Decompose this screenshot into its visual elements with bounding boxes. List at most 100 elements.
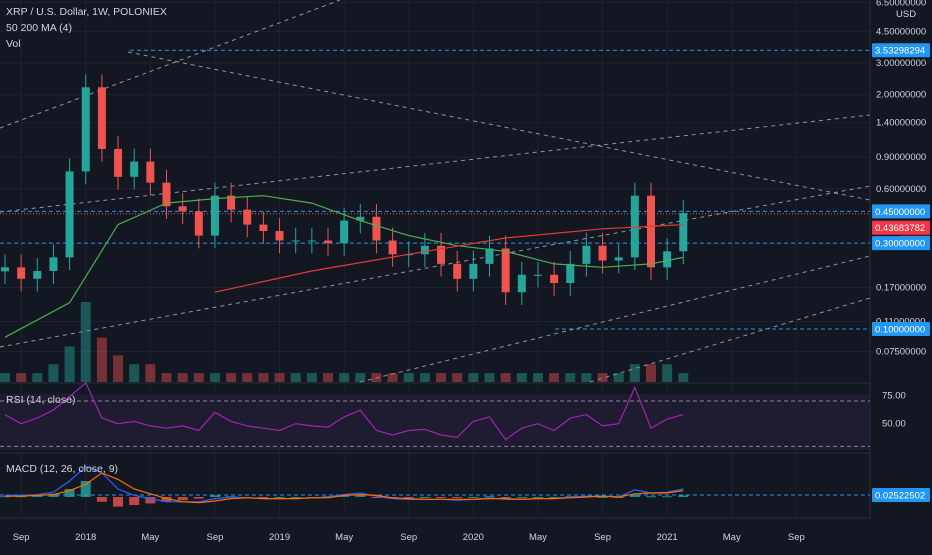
candle-body — [356, 216, 365, 221]
time-tick-label: 2018 — [75, 532, 96, 543]
time-tick-label: Sep — [400, 532, 417, 543]
macd-histogram-bar — [629, 494, 640, 497]
volume-bar — [339, 373, 350, 382]
volume-bar — [129, 364, 140, 382]
macd-histogram-bar — [419, 497, 430, 498]
candle-body — [453, 263, 462, 279]
candle-body — [291, 240, 300, 242]
candle-body — [679, 213, 688, 252]
macd-histogram-bar — [500, 497, 511, 498]
volume-bar — [565, 373, 576, 382]
volume-bar — [48, 364, 59, 382]
price-tick-label: 0.60000000 — [876, 184, 926, 195]
macd-histogram-bar — [516, 497, 527, 498]
time-tick-label: Sep — [13, 532, 30, 543]
price-tick-label: 0.17000000 — [876, 283, 926, 294]
candle-body — [114, 148, 123, 177]
volume-bar — [323, 373, 333, 382]
price-tag-bg — [872, 322, 930, 336]
volume-bar — [629, 364, 640, 382]
macd-histogram-bar — [597, 497, 608, 498]
price-axis-bg — [871, 0, 932, 550]
volume-bar — [242, 373, 253, 382]
macd-histogram-bar — [258, 497, 269, 498]
candle-body — [307, 240, 316, 242]
price-tag-bg — [872, 43, 930, 58]
candle-body — [65, 171, 74, 258]
macd-histogram-bar — [274, 497, 285, 498]
candle-body — [501, 248, 510, 293]
price-tag-label: 0.10000000 — [875, 325, 925, 336]
macd-histogram-bar — [48, 493, 59, 497]
volume-bar — [80, 302, 91, 382]
macd-tag-label: 0.02522502 — [875, 490, 925, 501]
candle-body — [324, 240, 332, 244]
candle-body — [210, 195, 219, 236]
time-tick-label: Sep — [206, 532, 223, 543]
trendline-descending — [127, 51, 871, 201]
volume-bar — [613, 373, 624, 382]
volume-bar — [64, 346, 75, 382]
volume-bar — [581, 373, 592, 382]
volume-bar — [258, 373, 269, 382]
volume-bar — [209, 373, 220, 382]
macd-legend[interactable]: MACD (12, 26, close, 9) — [6, 463, 119, 475]
time-tick-label: 2020 — [463, 532, 484, 543]
price-tick-label: 0.07500000 — [876, 346, 926, 357]
volume-bar — [484, 373, 495, 382]
macd-histogram-bar — [452, 497, 463, 498]
rsi-tick-label: 75.00 — [882, 390, 906, 401]
candle-body — [663, 251, 672, 268]
macd-histogram-bar — [436, 497, 447, 498]
trendline-support-2 — [589, 297, 871, 383]
price-tag-bg — [872, 220, 930, 235]
time-tick-label: Sep — [788, 532, 805, 543]
volume-bar — [306, 373, 317, 382]
candle-body — [49, 257, 58, 271]
candle-body — [388, 240, 397, 255]
ma200-line — [214, 224, 684, 293]
macd-histogram-bar — [355, 495, 366, 497]
time-tick-label: 2021 — [657, 532, 678, 543]
candle-body — [97, 87, 106, 149]
volume-bar — [371, 373, 382, 382]
macd-histogram-bar — [64, 489, 75, 497]
macd-histogram-bar — [193, 497, 204, 499]
macd-histogram-bar — [468, 497, 479, 498]
candle-body — [194, 211, 203, 236]
macd-histogram-bar — [113, 497, 124, 507]
rsi-legend[interactable]: RSI (14, close) — [6, 394, 76, 406]
volume-bar — [177, 373, 188, 382]
volume-bar — [0, 373, 10, 382]
volume-bar — [646, 364, 656, 382]
volume-bar — [16, 373, 27, 382]
volume-bar — [274, 373, 285, 382]
volume-bar — [500, 373, 511, 382]
candle-body — [647, 195, 655, 268]
volume-bar — [226, 373, 237, 382]
candle-body — [1, 267, 9, 272]
candle-body — [550, 274, 559, 284]
price-tick-label: 3.00000000 — [876, 58, 926, 69]
macd-histogram-bar — [32, 495, 43, 497]
ma-legend[interactable]: 50 200 MA (4) — [6, 22, 72, 34]
volume-bar — [32, 373, 43, 382]
time-tick-label: May — [141, 532, 159, 543]
currency-label: USD — [896, 9, 916, 20]
macd-signal-line — [5, 472, 684, 504]
volume-bar — [387, 373, 398, 382]
rsi-tick-label: 50.00 — [882, 419, 906, 430]
vol-legend[interactable]: Vol — [6, 38, 21, 50]
macd-histogram-bar — [129, 497, 140, 505]
candle-body — [372, 216, 381, 241]
macd-histogram-bar — [371, 497, 382, 498]
volume-bar — [597, 373, 608, 382]
price-tick-label: 0.90000000 — [876, 152, 926, 163]
volume-bar — [436, 373, 447, 382]
volume-bar — [96, 337, 107, 382]
volume-bar — [145, 364, 156, 382]
candle-body — [566, 263, 575, 284]
